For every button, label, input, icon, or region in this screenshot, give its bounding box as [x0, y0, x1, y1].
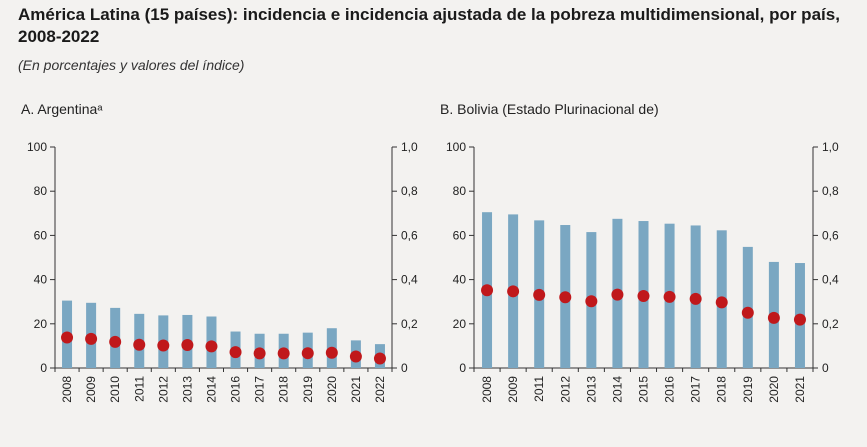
panel-b-title: B. Bolivia (Estado Plurinacional de): [440, 101, 659, 117]
left-axis-tick-label: 100: [446, 140, 466, 154]
dot-2016: [663, 290, 676, 303]
right-axis-tick-label: 0,2: [822, 317, 839, 331]
year-label-2020: 2020: [767, 376, 781, 403]
dot-2011: [133, 338, 146, 351]
dot-2014: [205, 340, 218, 353]
dot-2018: [277, 347, 290, 360]
left-axis-tick-label: 0: [40, 361, 47, 375]
left-axis-tick-label: 60: [453, 228, 467, 242]
right-axis-tick-label: 0,8: [822, 184, 839, 198]
panel-b-chart: 0 20 40 60 80 100 0 0,2 0,4 0,6 0,8 1,0 2008 2009 2011…: [446, 140, 839, 403]
left-axis-tick-label: 80: [34, 184, 48, 198]
dot-2015: [637, 289, 650, 302]
dot-2013: [585, 295, 598, 308]
dot-2019: [741, 306, 754, 319]
year-label-2011: 2011: [132, 376, 146, 402]
dot-2013: [181, 339, 194, 352]
right-axis-tick-label: 1,0: [401, 140, 418, 154]
dot-2018: [715, 296, 728, 309]
dot-2010: [109, 335, 122, 348]
dot-2009: [85, 332, 98, 345]
right-axis-tick-label: 1,0: [822, 140, 839, 154]
left-axis-tick-label: 0: [459, 361, 466, 375]
dot-2021: [793, 313, 806, 326]
year-label-2012: 2012: [156, 376, 170, 403]
year-label-2008: 2008: [60, 376, 74, 403]
left-axis-tick-label: 100: [27, 140, 47, 154]
dot-2011: [533, 288, 546, 301]
dot-2012: [559, 291, 572, 304]
year-label-2009: 2009: [506, 376, 520, 403]
year-label-2014: 2014: [610, 376, 624, 403]
year-label-2016: 2016: [229, 376, 243, 403]
left-axis-tick-label: 40: [34, 273, 48, 287]
dot-2012: [157, 339, 170, 352]
year-label-2013: 2013: [584, 376, 598, 403]
year-label-2015: 2015: [637, 376, 651, 403]
dot-2020: [767, 311, 780, 324]
left-axis-tick-label: 40: [453, 273, 467, 287]
year-label-2018: 2018: [715, 376, 729, 403]
year-label-2013: 2013: [180, 376, 194, 403]
year-label-2018: 2018: [277, 376, 291, 403]
left-axis-tick-label: 80: [453, 184, 467, 198]
year-label-2021: 2021: [349, 376, 363, 403]
dot-2021: [349, 350, 362, 363]
dot-2014: [611, 288, 624, 301]
dot-2017: [253, 347, 266, 360]
year-label-2010: 2010: [108, 376, 122, 403]
year-label-2009: 2009: [84, 376, 98, 403]
left-axis-tick-label: 20: [453, 317, 467, 331]
year-label-2011: 2011: [532, 376, 546, 402]
year-label-2022: 2022: [373, 376, 387, 403]
right-axis-tick-label: 0,6: [822, 228, 839, 242]
year-label-2014: 2014: [204, 376, 218, 403]
year-label-2017: 2017: [689, 376, 703, 403]
right-axis-tick-label: 0: [401, 361, 408, 375]
left-axis-tick-label: 60: [34, 228, 48, 242]
chart-title: América Latina (15 países): incidencia e…: [18, 5, 840, 46]
year-label-2021: 2021: [793, 376, 807, 403]
right-axis-tick-label: 0,6: [401, 228, 418, 242]
year-label-2020: 2020: [325, 376, 339, 403]
dot-2022: [373, 352, 386, 365]
left-axis-tick-label: 20: [34, 317, 48, 331]
right-axis-tick-label: 0,4: [401, 273, 418, 287]
right-axis-tick-label: 0,4: [822, 273, 839, 287]
dot-2016: [229, 346, 242, 359]
dot-2019: [301, 347, 314, 360]
year-label-2012: 2012: [558, 376, 572, 403]
right-axis-tick-label: 0: [822, 361, 829, 375]
dot-2017: [689, 292, 702, 305]
chart-subtitle: (En porcentajes y valores del índice): [18, 57, 245, 73]
year-label-2008: 2008: [480, 376, 494, 403]
right-axis-tick-label: 0,8: [401, 184, 418, 198]
dot-2008: [481, 284, 494, 297]
right-axis-tick-label: 0,2: [401, 317, 418, 331]
dot-2020: [325, 346, 338, 359]
panel-a-chart: 0 20 40 60 80 100 0 0,2 0,4 0,6 0,8 1,0 2008 2009 2010…: [27, 140, 418, 403]
year-label-2019: 2019: [301, 376, 315, 403]
dot-2009: [507, 285, 520, 298]
panel-a-title: A. Argentinaᵃ: [21, 101, 103, 117]
year-label-2016: 2016: [663, 376, 677, 403]
year-label-2017: 2017: [253, 376, 267, 403]
year-label-2019: 2019: [741, 376, 755, 403]
dot-2008: [61, 331, 74, 344]
